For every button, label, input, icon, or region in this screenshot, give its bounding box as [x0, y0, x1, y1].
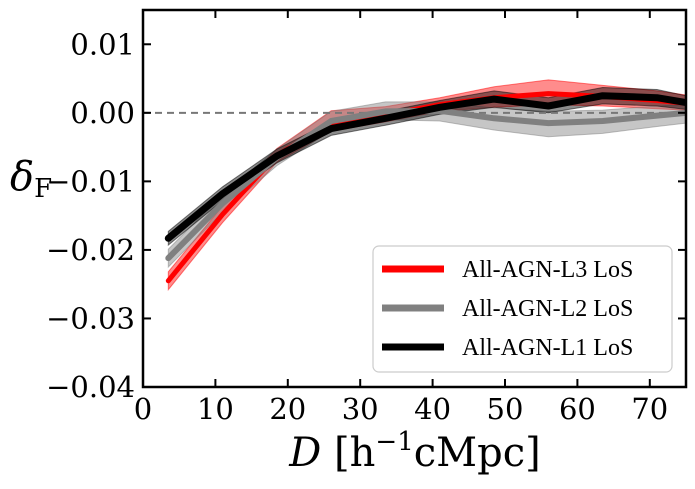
x-tick-label: 0 — [134, 392, 152, 426]
x-tick-label: 10 — [197, 392, 234, 426]
x-axis-label: D [h−1cMpc] — [288, 427, 540, 476]
x-axis-exponent: −1 — [375, 427, 413, 457]
legend-label-all-agn-l2-los: All-AGN-L2 LoS — [462, 296, 633, 322]
legend-label-all-agn-l1-los: All-AGN-L1 LoS — [462, 335, 633, 361]
y-axis-ticks: −0.04 −0.03 −0.02 −0.01 0.00 0.01 — [46, 27, 686, 404]
y-axis-variable: δ — [10, 154, 34, 200]
y-axis-label: δF — [10, 154, 52, 204]
x-tick-label: 50 — [487, 392, 524, 426]
x-tick-label: 30 — [342, 392, 379, 426]
y-tick-label: 0.00 — [70, 96, 135, 130]
x-tick-label: 40 — [414, 392, 451, 426]
y-axis-subscript: F — [34, 174, 52, 204]
x-tick-label: 60 — [559, 392, 596, 426]
x-tick-label: 20 — [269, 392, 306, 426]
y-tick-label: 0.01 — [70, 27, 135, 61]
y-tick-label: −0.03 — [46, 301, 135, 335]
x-axis-variable: D — [288, 430, 321, 476]
legend-box — [372, 245, 673, 373]
y-tick-label: −0.01 — [46, 164, 135, 198]
y-tick-label: −0.04 — [46, 370, 135, 404]
x-tick-label: 70 — [631, 392, 668, 426]
x-axis-unit-rest: cMpc] — [414, 430, 541, 476]
series-lines — [164, 91, 686, 284]
x-axis-unit: [h — [334, 430, 375, 476]
line-all-agn-l1-los — [164, 92, 686, 242]
plot-frame — [141, 8, 688, 389]
legend: All-AGN-L3 LoS All-AGN-L2 LoS All-AGN-L1 L… — [372, 245, 673, 373]
x-axis-ticks: 0 10 20 30 40 50 60 70 — [134, 10, 668, 426]
y-tick-label: −0.02 — [46, 233, 135, 267]
legend-label-all-agn-l3-los: All-AGN-L3 LoS — [462, 257, 633, 283]
